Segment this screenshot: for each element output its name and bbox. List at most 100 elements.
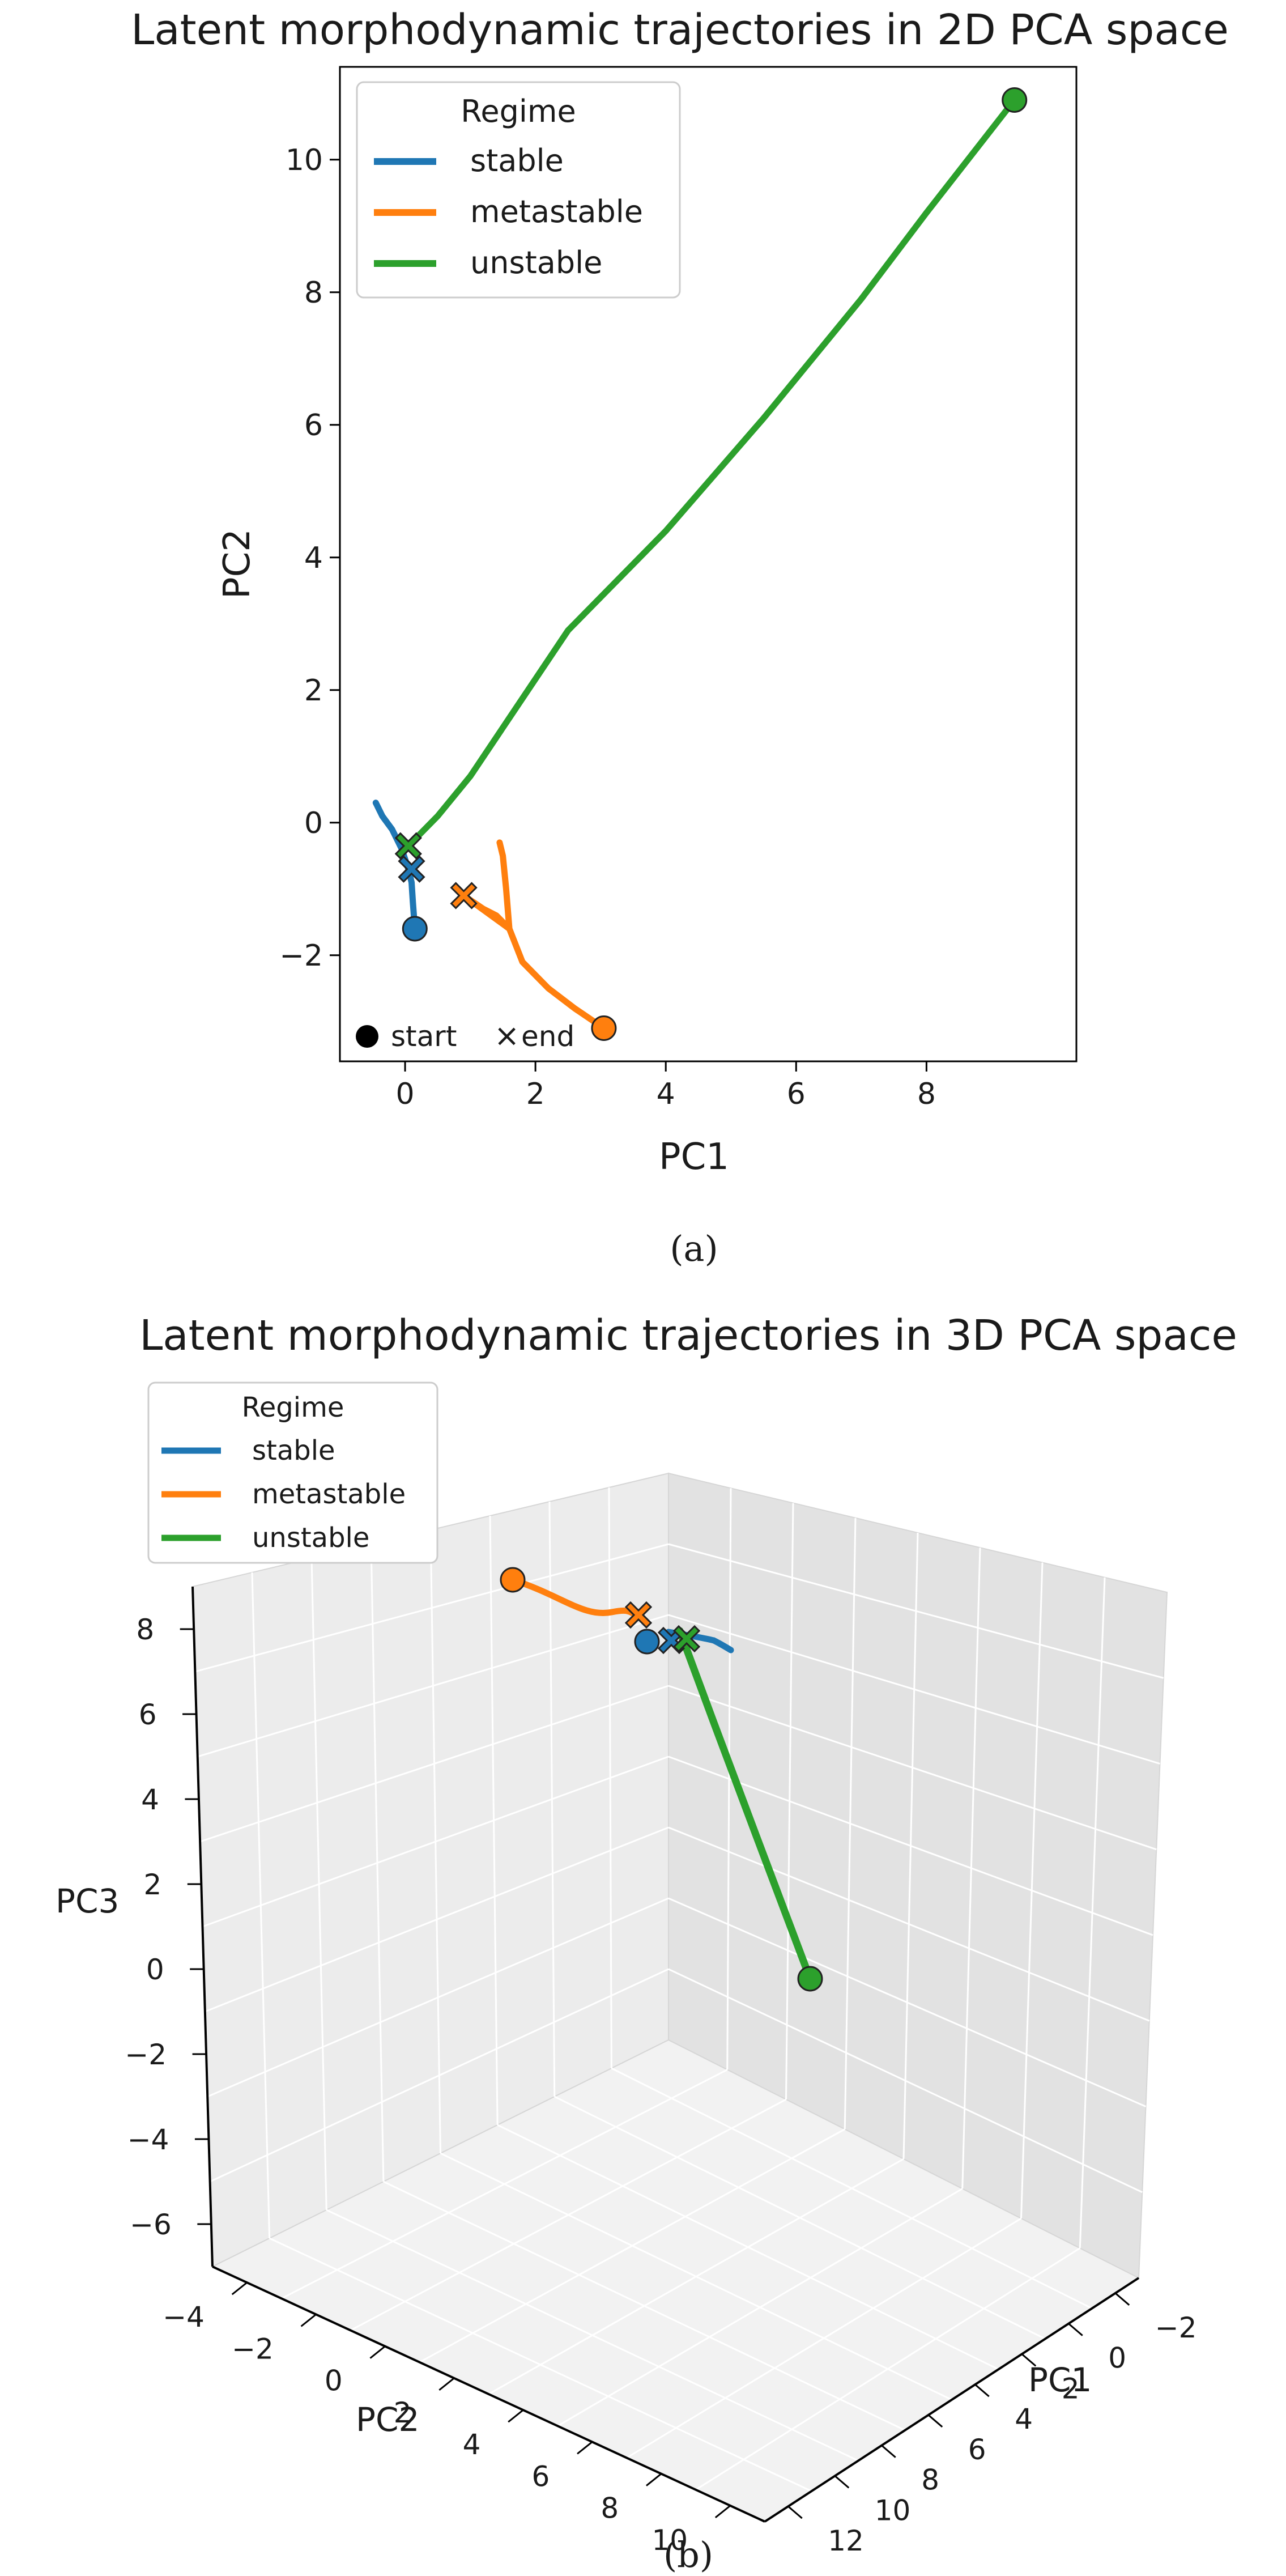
end-marker-3d-metastable (624, 1601, 653, 1629)
grid-line (668, 1968, 1143, 2194)
series-3d-unstable (676, 1627, 814, 1983)
legend-box (356, 81, 681, 299)
series-3d-metastable (509, 1576, 641, 1619)
pc2-tick-label: 2 (394, 2396, 412, 2429)
pc2-tick-mark (300, 2314, 317, 2327)
y-tick-label: 4 (304, 541, 323, 575)
start-marker-unstable (1002, 87, 1028, 113)
pc3-tick-label: 8 (136, 1613, 154, 1646)
chart-2d-ylabel: PC2 (216, 529, 258, 599)
chart-2d-legend: Regime stable metastable unstable (356, 81, 681, 299)
x-tick-label: 8 (917, 1077, 936, 1111)
chart-2d: Latent morphodynamic trajectories in 2D … (131, 6, 1229, 1269)
grid-line (668, 1826, 1150, 2022)
grid-line (626, 2217, 1022, 2459)
x-tick-label: 0 (395, 1077, 414, 1111)
chart-3d: Latent morphodynamic trajectories in 3D … (56, 1311, 1237, 2575)
pc1-tick-mark (1021, 2353, 1037, 2367)
legend-label-metastable: metastable (252, 1478, 406, 1510)
grid-line (207, 1897, 669, 2098)
pc1-tick-mark (1114, 2292, 1130, 2306)
grid-line (611, 2067, 1093, 2310)
pc3-tick-label: 2 (144, 1868, 162, 1901)
y-tick-label: 0 (304, 806, 323, 840)
pc2-tick-label: 6 (532, 2460, 550, 2493)
y-tick-label: 2 (304, 674, 323, 708)
grid-line (608, 1487, 612, 2069)
pc3-tick-label: −4 (127, 2123, 169, 2156)
pc1-tick-mark (974, 2383, 990, 2398)
y-tick-label: −2 (279, 939, 323, 973)
pc2-tick-label: −2 (232, 2332, 274, 2365)
grid-line (202, 1755, 669, 1928)
grid-line (961, 1548, 981, 2189)
grid-line (1020, 1562, 1044, 2219)
pc2-tick-label: 0 (325, 2365, 343, 2398)
grid-line (554, 2095, 1046, 2340)
chart-3d-title: Latent morphodynamic trajectories in 3D … (139, 1311, 1237, 1360)
chart-2d-ticks: 0 2 4 6 8 −2 0 2 4 6 8 10 (279, 143, 936, 1111)
pc2-tick-label: 4 (463, 2428, 481, 2461)
chart-2d-markers (394, 87, 1028, 1041)
legend-title: Regime (461, 93, 576, 129)
grid-line (497, 2124, 999, 2370)
pc3-axis-line (191, 1586, 214, 2267)
pc1-tick-label: 0 (1108, 2342, 1126, 2375)
pc3-tick-label: 6 (139, 1698, 157, 1731)
grid-line (548, 1501, 556, 2097)
pc2-tick-mark (646, 2473, 662, 2486)
start-marker-3d-metastable (500, 1567, 526, 1593)
chart-3d-xlabel: PC1 (1028, 2361, 1092, 2399)
grid-line (205, 1826, 669, 2013)
pc1-tick-label: 4 (1015, 2403, 1033, 2435)
pc3-tick-label: −2 (125, 2038, 167, 2071)
pc3-tick-label: 0 (146, 1953, 164, 1986)
end-cross-icon: × (494, 1018, 519, 1053)
pc1-tick-label: 2 (1062, 2372, 1080, 2405)
start-dot-icon (356, 1025, 378, 1048)
legend-title: Regime (242, 1392, 344, 1423)
marker-note: start × end (356, 1018, 574, 1053)
pc2-tick-mark (508, 2409, 524, 2423)
pc1-tick-mark (787, 2505, 803, 2519)
chart-3d-zlabel: PC3 (56, 1882, 119, 1920)
grid-line (668, 1755, 1153, 1936)
pc1-tick-mark (1068, 2323, 1083, 2336)
start-marker-metastable (591, 1015, 617, 1041)
pc3-tick-label: −6 (130, 2208, 172, 2241)
grid-line (489, 1515, 499, 2126)
chart-3d-ylabel: PC2 (356, 2400, 419, 2439)
x-tick-label: 6 (787, 1077, 806, 1111)
pc1-tick-label: 6 (968, 2433, 986, 2466)
start-marker-stable (402, 916, 428, 942)
pc2-axis-line (212, 2265, 765, 2523)
grid-line (1079, 1577, 1106, 2248)
y-tick-label: 8 (304, 276, 323, 310)
caption-a: (a) (670, 1228, 718, 1269)
x-tick-label: 2 (526, 1077, 545, 1111)
series-line-unstable (405, 97, 1018, 849)
pc2-tick-mark (577, 2441, 593, 2455)
y-tick-label: 6 (304, 409, 323, 443)
legend-box (147, 1381, 438, 1564)
pc1-tick-label: 10 (875, 2494, 911, 2527)
marker-note-start: start (391, 1020, 457, 1053)
end-marker-stable (398, 855, 425, 883)
grid-line (557, 2188, 963, 2427)
series-line-metastable (461, 839, 607, 1031)
start-marker-3d-unstable (797, 1966, 823, 1992)
grid-line (695, 2247, 1081, 2491)
start-marker-3d-stable (634, 1629, 660, 1655)
end-marker-metastable (450, 882, 478, 909)
pc2-tick-mark (231, 2281, 248, 2296)
legend-label-stable: stable (470, 143, 564, 178)
pc1-tick-mark (834, 2475, 850, 2489)
chart-3d-legend: Regime stable metastable unstable (147, 1381, 438, 1564)
y-tick-label: 10 (286, 143, 323, 177)
chart-2d-xlabel: PC1 (659, 1136, 729, 1178)
end-marker-3d-unstable (672, 1625, 701, 1653)
pc2-tick-mark (369, 2345, 386, 2359)
chart-3d-markers (500, 1567, 823, 1992)
